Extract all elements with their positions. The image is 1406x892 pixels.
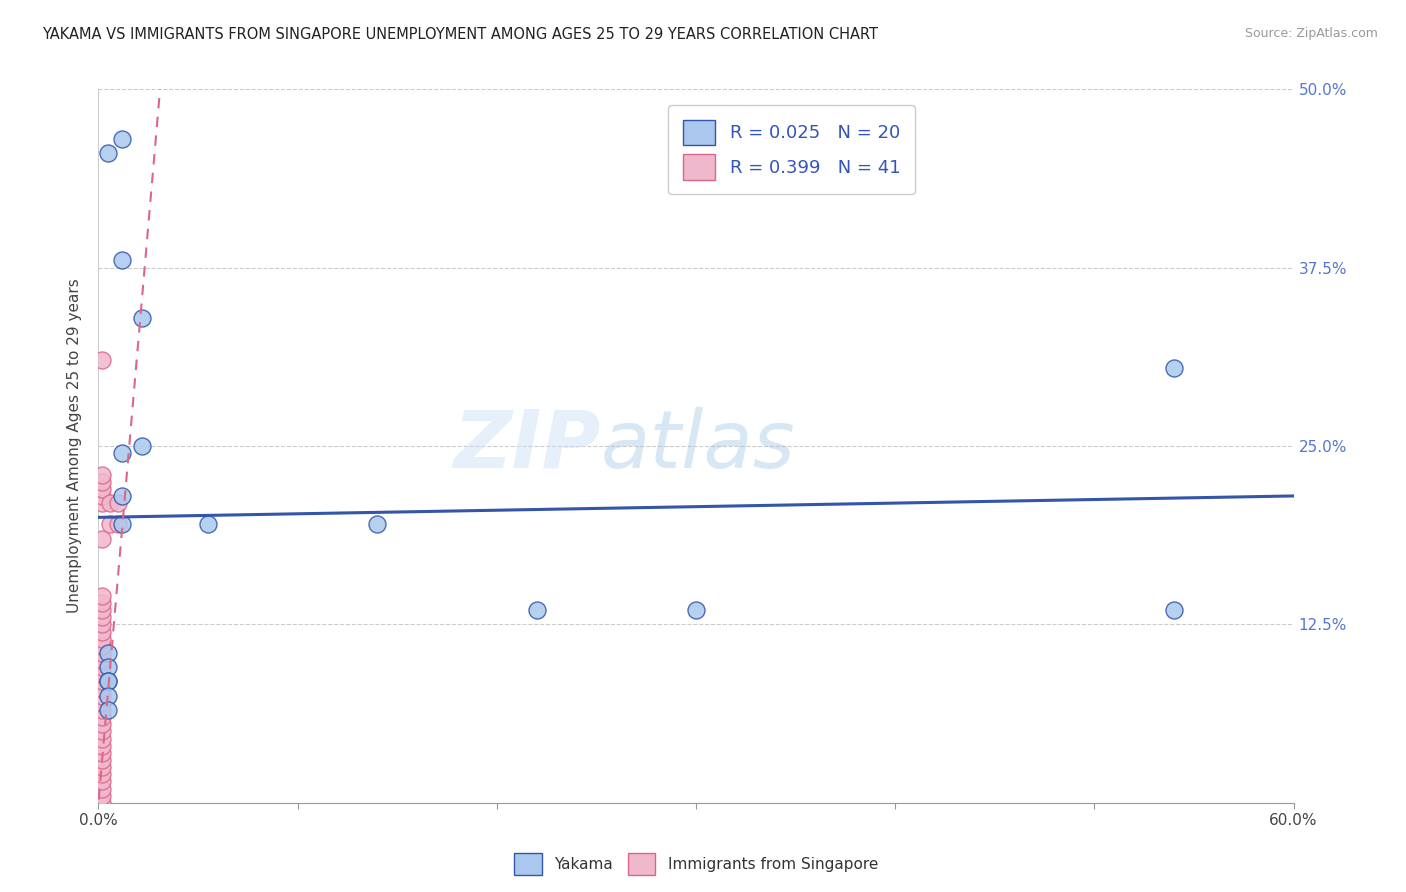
Point — [91, 724, 114, 739]
Point — [91, 617, 114, 632]
Point — [1163, 603, 1185, 617]
Point — [91, 596, 114, 610]
Point — [97, 703, 120, 717]
Point — [91, 653, 114, 667]
Point — [97, 674, 120, 689]
Point — [91, 731, 114, 746]
Point — [91, 781, 114, 796]
Text: atlas: atlas — [600, 407, 796, 485]
Point — [100, 517, 122, 532]
Point — [111, 517, 134, 532]
Point — [197, 517, 219, 532]
Point — [97, 146, 120, 161]
Point — [97, 646, 120, 660]
Point — [97, 660, 120, 674]
Point — [97, 674, 120, 689]
Point — [91, 624, 114, 639]
Point — [91, 632, 114, 646]
Point — [91, 760, 114, 774]
Point — [91, 703, 114, 717]
Point — [91, 489, 114, 503]
Point — [91, 696, 114, 710]
Point — [1163, 360, 1185, 375]
Point — [91, 789, 114, 803]
Point — [100, 496, 122, 510]
Point — [91, 710, 114, 724]
Text: Source: ZipAtlas.com: Source: ZipAtlas.com — [1244, 27, 1378, 40]
Point — [91, 796, 114, 810]
Point — [91, 603, 114, 617]
Point — [111, 446, 134, 460]
Point — [91, 681, 114, 696]
Point — [91, 496, 114, 510]
Point — [91, 482, 114, 496]
Point — [91, 739, 114, 753]
Point — [91, 353, 114, 368]
Point — [91, 674, 114, 689]
Point — [91, 467, 114, 482]
Point — [91, 589, 114, 603]
Point — [366, 517, 388, 532]
Point — [111, 253, 134, 268]
Point — [107, 517, 129, 532]
Point — [91, 774, 114, 789]
Text: ZIP: ZIP — [453, 407, 600, 485]
Point — [91, 667, 114, 681]
Point — [91, 660, 114, 674]
Point — [131, 439, 153, 453]
Text: YAKAMA VS IMMIGRANTS FROM SINGAPORE UNEMPLOYMENT AMONG AGES 25 TO 29 YEARS CORRE: YAKAMA VS IMMIGRANTS FROM SINGAPORE UNEM… — [42, 27, 879, 42]
Point — [91, 717, 114, 731]
Point — [91, 689, 114, 703]
Legend: Yakama, Immigrants from Singapore: Yakama, Immigrants from Singapore — [508, 847, 884, 880]
Point — [91, 610, 114, 624]
Point — [91, 646, 114, 660]
Point — [91, 532, 114, 546]
Point — [91, 639, 114, 653]
Point — [685, 603, 707, 617]
Point — [97, 689, 120, 703]
Point — [111, 132, 134, 146]
Point — [91, 475, 114, 489]
Point — [107, 496, 129, 510]
Point — [91, 746, 114, 760]
Y-axis label: Unemployment Among Ages 25 to 29 years: Unemployment Among Ages 25 to 29 years — [67, 278, 83, 614]
Point — [91, 753, 114, 767]
Point — [91, 767, 114, 781]
Point — [111, 489, 134, 503]
Point — [526, 603, 548, 617]
Point — [131, 310, 153, 325]
